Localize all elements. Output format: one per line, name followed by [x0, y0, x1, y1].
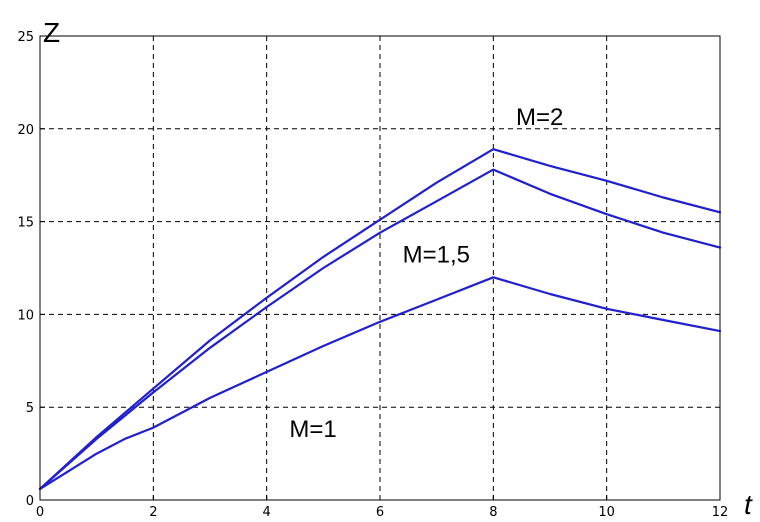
y-tick-label-15: 15	[17, 216, 34, 231]
series-line-1	[38, 148, 722, 490]
x-tick-label-10: 10	[598, 505, 615, 520]
series-lines	[38, 148, 722, 490]
series-line-2	[38, 168, 722, 490]
x-axis-label: t	[744, 489, 753, 520]
tick-labels: 0 2 4 6 8 10 12 0 5 10 15 20 25	[17, 30, 728, 520]
curve-label-3: M=1	[289, 416, 336, 443]
x-tick-label-12: 12	[712, 505, 729, 520]
curve-label-2: M=1,5	[403, 241, 470, 268]
x-tick-label-4: 4	[263, 505, 271, 520]
y-tick-label-0: 0	[26, 494, 34, 509]
y-tick-label-10: 10	[17, 308, 34, 323]
x-tick-label-6: 6	[376, 505, 384, 520]
x-tick-label-0: 0	[36, 505, 44, 520]
y-tick-label-20: 20	[17, 123, 34, 138]
curve-label-1: M=2	[516, 104, 563, 131]
series-line-3	[38, 276, 722, 490]
x-tick-label-2: 2	[149, 505, 157, 520]
x-tick-label-8: 8	[489, 505, 497, 520]
y-tick-label-25: 25	[17, 30, 34, 45]
y-axis-label: Z	[43, 17, 60, 48]
curve-labels: M=2 M=1,5 M=1	[289, 104, 563, 443]
y-tick-label-5: 5	[26, 401, 34, 416]
